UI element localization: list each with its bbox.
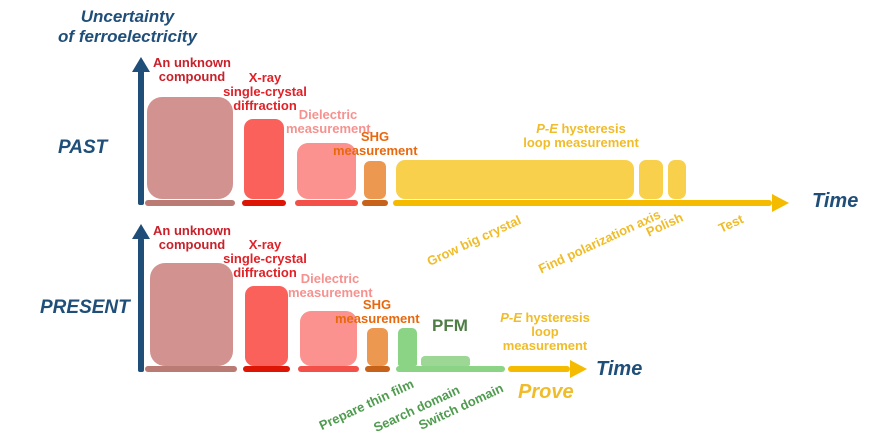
label-text: hysteresis bbox=[525, 310, 590, 325]
label-line: measurement bbox=[333, 143, 418, 158]
label-line: compound bbox=[158, 237, 226, 252]
pe-italic: P-E bbox=[536, 121, 558, 136]
present-bar-pfm-switch bbox=[421, 356, 470, 366]
label-line: P-E hysteresis bbox=[506, 122, 656, 136]
present-underline-xray bbox=[243, 366, 290, 372]
present-underline-shg bbox=[365, 366, 390, 372]
past-time-axis bbox=[393, 200, 772, 206]
label-line: An unknown bbox=[153, 223, 231, 238]
label-line: single-crystal bbox=[223, 251, 307, 266]
label-line: measurement bbox=[502, 338, 588, 353]
diagram-title-line1: Uncertainty bbox=[80, 7, 175, 26]
present-time-label: Time bbox=[596, 358, 643, 380]
label-line: X-ray bbox=[248, 237, 282, 252]
label-line: measurement bbox=[335, 311, 420, 326]
present-prove-label: Prove bbox=[518, 381, 574, 403]
present-underline-unknown-compound bbox=[145, 366, 237, 372]
past-underline-unknown-compound bbox=[145, 200, 235, 206]
label-line: loop bbox=[531, 324, 559, 339]
present-label-shg: SHG measurement bbox=[335, 297, 420, 326]
label-line: X-ray bbox=[248, 70, 282, 85]
present-y-axis-arrowhead-icon bbox=[132, 224, 150, 239]
present-bar-shg bbox=[367, 328, 388, 366]
past-underline-dielectric bbox=[295, 200, 358, 206]
present-bar-unknown-compound bbox=[150, 263, 233, 366]
past-bar-shg bbox=[364, 161, 386, 199]
label-line: P-E hysteresis bbox=[495, 311, 595, 325]
pe-italic: P-E bbox=[500, 310, 522, 325]
past-label-pe-hysteresis: P-E hysteresis loop measurement bbox=[506, 122, 656, 150]
label-line: loop measurement bbox=[523, 135, 639, 150]
past-label-shg: SHG measurement bbox=[333, 129, 418, 158]
present-bar-pfm-search bbox=[398, 328, 417, 366]
past-underline-xray bbox=[242, 200, 286, 206]
present-label-xray: X-ray single-crystal diffraction bbox=[221, 238, 309, 280]
label-text: hysteresis bbox=[561, 121, 626, 136]
past-bar-dielectric bbox=[297, 143, 356, 199]
past-step-grow-big-crystal: Grow big crystal bbox=[424, 212, 524, 269]
present-label-unknown-compound: An unknown compound bbox=[146, 224, 238, 252]
past-bar-pe-hysteresis-test bbox=[668, 160, 686, 199]
past-bar-pe-hysteresis-main bbox=[396, 160, 634, 199]
present-step-prepare-thin-film: Prepare thin film bbox=[316, 376, 416, 433]
past-y-axis-arrowhead-icon bbox=[132, 57, 150, 72]
past-time-axis-arrowhead-icon bbox=[772, 194, 789, 212]
present-label-pe-hysteresis: P-E hysteresis loop measurement bbox=[495, 311, 595, 353]
label-line: SHG bbox=[360, 129, 390, 144]
label-line: measurement bbox=[286, 121, 371, 136]
label-line: single-crystal bbox=[223, 84, 307, 99]
label-line: Dielectric bbox=[298, 107, 358, 122]
present-underline-dielectric bbox=[298, 366, 359, 372]
label-line: compound bbox=[158, 69, 226, 84]
present-label-dielectric: Dielectric measurement bbox=[288, 271, 373, 300]
past-bar-xray bbox=[244, 119, 284, 199]
label-line: SHG bbox=[362, 297, 392, 312]
past-label-xray: X-ray single-crystal diffraction bbox=[221, 71, 309, 113]
label-line: diffraction bbox=[233, 98, 297, 113]
past-section-label: PAST bbox=[58, 137, 108, 158]
past-underline-shg bbox=[362, 200, 388, 206]
present-underline-pfm bbox=[396, 366, 505, 372]
past-label-dielectric: Dielectric measurement bbox=[286, 107, 371, 136]
label-line: An unknown bbox=[153, 55, 231, 70]
past-label-unknown-compound: An unknown compound bbox=[146, 56, 238, 84]
label-line: diffraction bbox=[233, 265, 297, 280]
label-line: Dielectric bbox=[300, 271, 360, 286]
present-bar-xray bbox=[245, 286, 288, 366]
diagram-title-line2: of ferroelectricity bbox=[58, 27, 197, 46]
past-step-find-polarization-axis: Find polarization axis bbox=[536, 206, 663, 277]
present-time-axis-arrowhead-icon bbox=[570, 360, 587, 378]
past-time-label: Time bbox=[812, 190, 859, 212]
past-step-test: Test bbox=[716, 211, 746, 236]
past-bar-pe-hysteresis-polish bbox=[639, 160, 663, 199]
diagram-title: Uncertainty of ferroelectricity bbox=[25, 7, 230, 47]
past-bar-unknown-compound bbox=[147, 97, 233, 199]
present-y-axis bbox=[138, 238, 144, 372]
present-bar-dielectric bbox=[300, 311, 357, 366]
past-y-axis bbox=[138, 70, 144, 205]
present-time-axis bbox=[508, 366, 570, 372]
present-section-label: PRESENT bbox=[40, 297, 130, 318]
label-line: measurement bbox=[288, 285, 373, 300]
present-label-pfm: PFM bbox=[432, 316, 468, 335]
